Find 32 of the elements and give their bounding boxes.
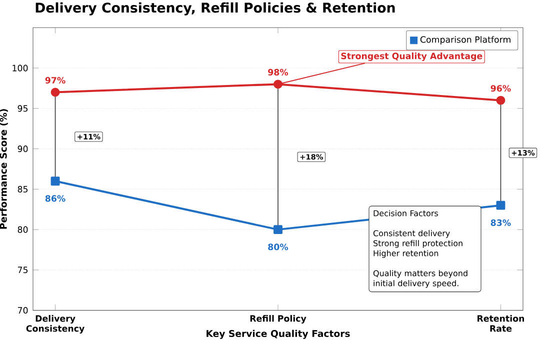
y-tick-label: 90 [18,146,28,152]
data-label: 98% [268,68,288,76]
data-label: 83% [490,219,511,226]
data-label: 97% [45,77,66,84]
y-tick-label: 80 [18,226,28,233]
y-tick-label: 75 [18,266,28,274]
point [50,176,60,186]
data-label: 96% [490,85,511,92]
x-axis-title: Key Service Quality Factors [206,330,350,339]
point [274,225,282,234]
annotation: Higher retention [374,250,438,258]
annotation: Quality matters beyond initial delivery speed. [373,270,468,288]
point [496,200,506,210]
chart-title: Delivery Consistency, Refill Policies & Retention [36,2,395,16]
point [50,88,60,97]
y-axis-title: Performance Score (%) [0,109,8,229]
data-label: 86% [45,195,66,202]
annotation: Strongest Quality Advantage [341,52,482,61]
x-tick-label: Delivery Consistency [26,315,84,334]
point [274,80,282,89]
data-label: 80% [268,244,288,250]
legend-label: Comparison Platform [420,36,510,44]
x-tick-label: Retention Rate [478,315,524,332]
y-tick-label: 85 [18,186,28,192]
point [496,96,506,105]
annotation: Decision Factors [374,210,438,216]
annotation: Strong refill protection [374,240,462,248]
x-tick-label: Refill Policy [250,315,306,324]
y-tick-label: 95 [18,105,28,112]
y-tick-label: 70 [18,307,28,314]
y-tick-label: 100 [12,64,28,72]
annotation: Consistent delivery [373,230,450,238]
